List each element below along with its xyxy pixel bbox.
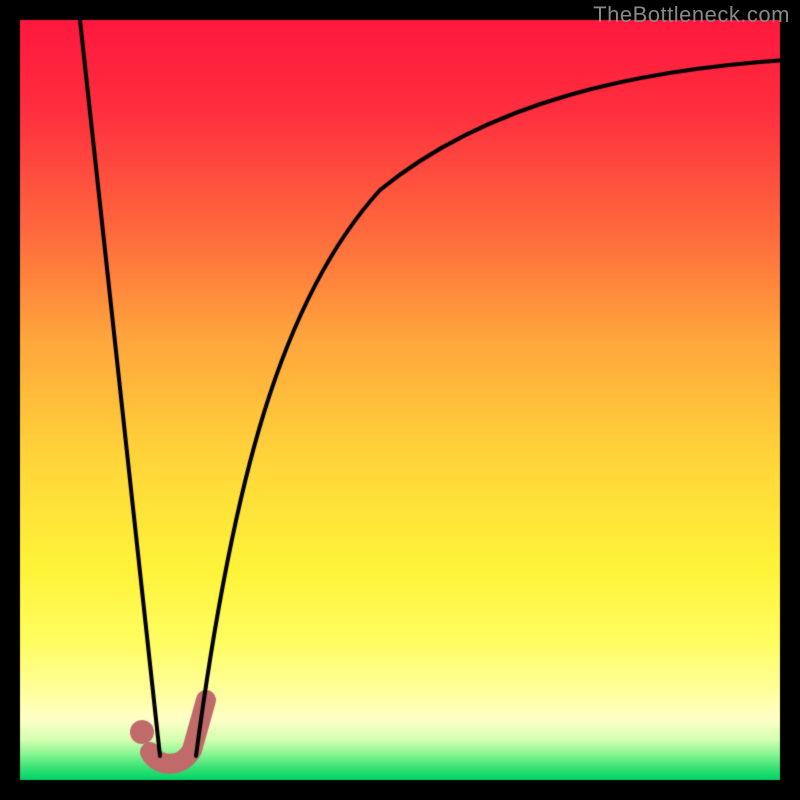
chart-root: TheBottleneck.com — [0, 0, 800, 800]
gradient-plot-canvas — [0, 0, 800, 800]
watermark-text: TheBottleneck.com — [593, 2, 790, 28]
